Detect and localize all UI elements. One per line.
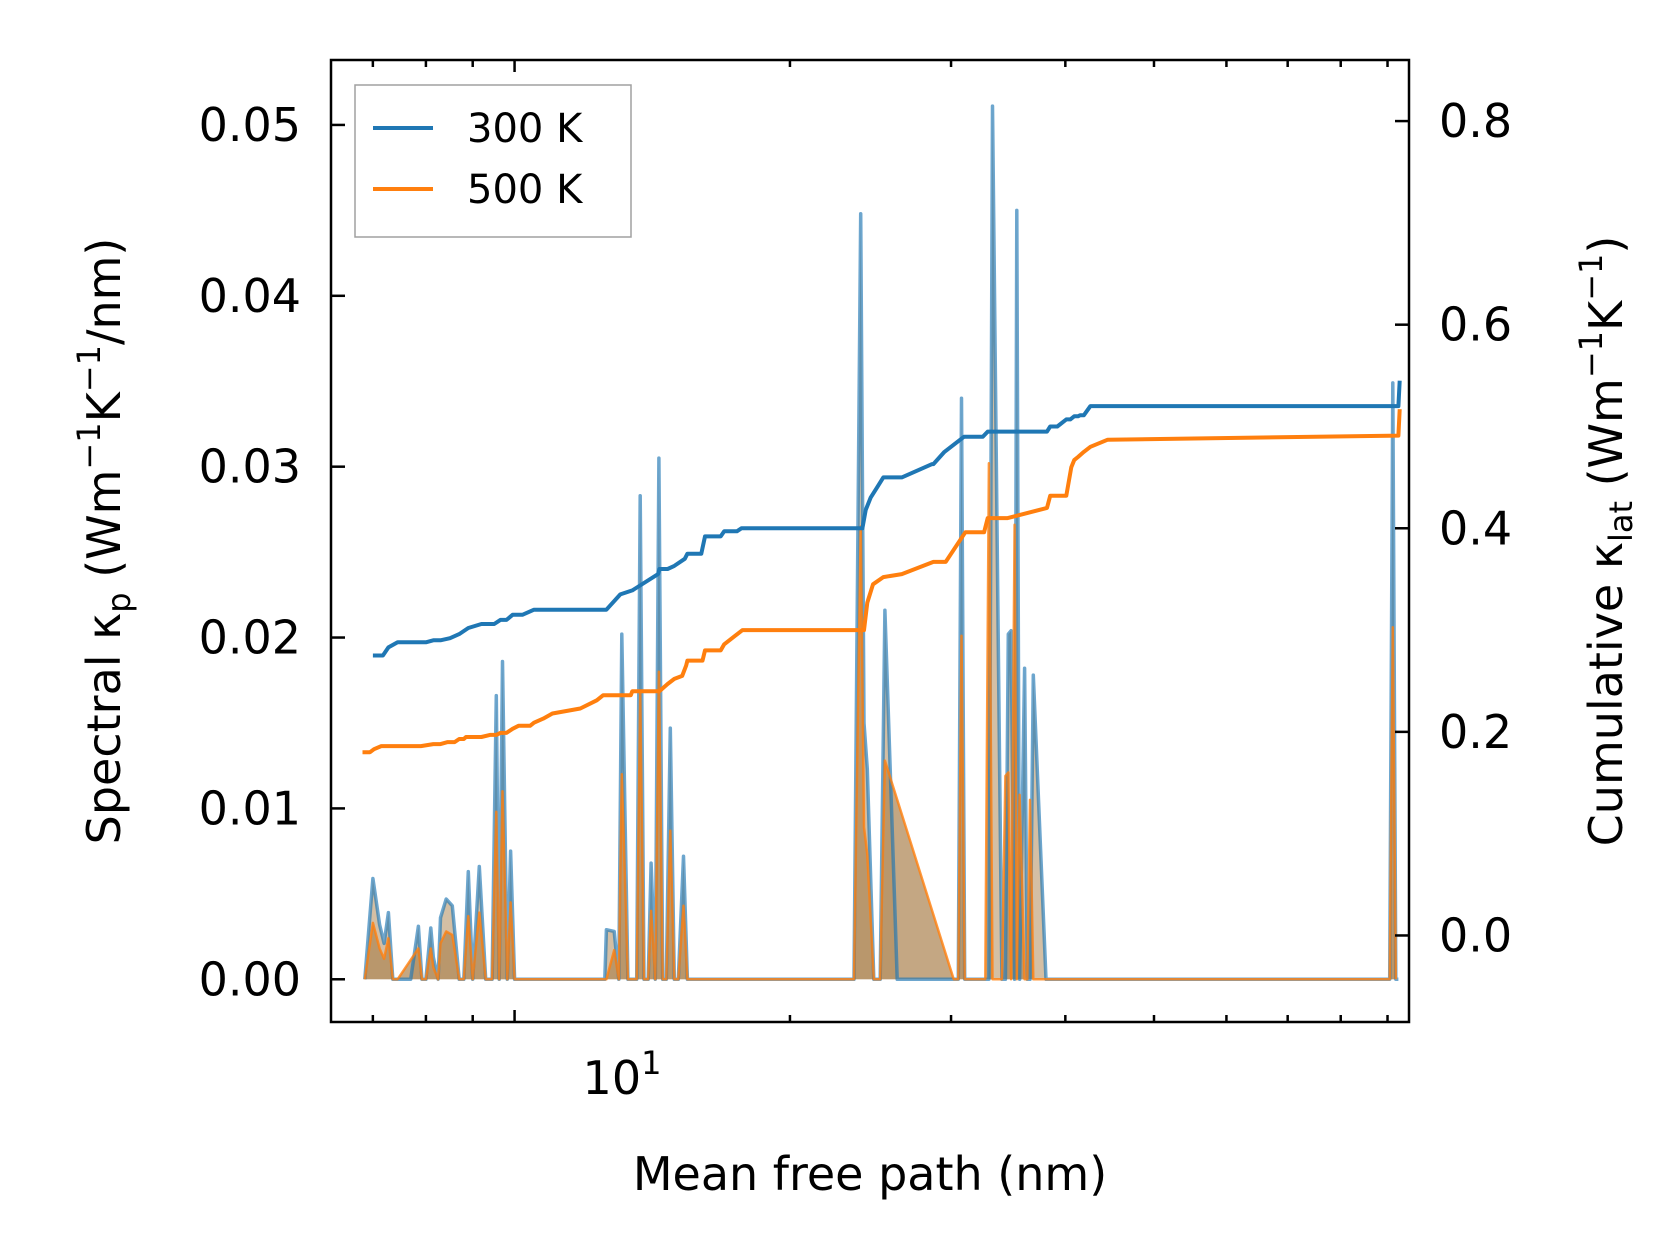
y2-axis-label-sup1: −1 [1572,331,1610,378]
x-tick-label-major: 101 [583,1044,662,1105]
spectral-lines [363,104,1399,982]
cumulative-line-500k [362,409,1402,755]
tick-labels: 0.00 0.01 0.02 0.03 0.04 0.05 0.0 0.2 0.4 0.6 0.8 [199,94,1513,1006]
spectral-line-1 [363,462,1398,981]
y2-axis-label-sub: lat [1602,501,1640,542]
y-axis-label-sup1: −1 [70,422,108,469]
y2-axis-label: Cumulative κlat (Wm−1K−1) [1572,236,1640,847]
y-tick-label: 0.01 [199,781,301,835]
y2-tick-label: 0.2 [1439,705,1512,759]
y-tick-label: 0.02 [199,611,301,665]
y-tick-label: 0.04 [199,269,301,323]
y-tick-label: 0.03 [199,440,301,494]
cumulative-line-300k [372,380,1402,658]
axes-frame [329,58,1411,1024]
y2-axis-label-suffix: ) [1579,236,1633,254]
ticks [331,60,1409,1022]
y-axis-label-k: K [77,390,131,422]
y-tick-label: 0.05 [199,98,301,152]
x-tick-label-exp: 1 [641,1044,661,1082]
y-axis-label-sub: p [100,592,138,612]
x-tick-label-base: 10 [583,1051,642,1105]
plot-area [362,104,1402,982]
legend-label-300k: 300 K [467,106,584,152]
y-axis-label-suffix: /nm) [77,238,131,345]
y-axis-label-sup2: −1 [70,345,108,392]
y2-axis-label-k: K [1579,299,1633,331]
spectral-fill-1 [364,463,1396,980]
y2-axis-label-prefix: Cumulative κ [1579,542,1633,846]
y2-tick-label: 0.4 [1439,501,1512,555]
x-axis-label: Mean free path (nm) [633,1147,1107,1201]
legend-box [354,84,632,238]
y-tick-label: 0.00 [199,952,301,1006]
cumulative-lines [362,380,1402,755]
y-axis-label-mid: (Wm [77,470,131,593]
y-axis-label: Spectral κp (Wm−1K−1/nm) [70,238,138,845]
y2-tick-label: 0.8 [1439,94,1512,148]
legend: 300 K 500 K [354,84,632,238]
y2-axis-label-mid: (Wm [1579,378,1633,501]
y2-axis-label-sup2: −1 [1572,254,1610,301]
y2-tick-label: 0.0 [1439,908,1512,962]
y-axis-label-prefix: Spectral κ [77,613,131,845]
y2-tick-label: 0.6 [1439,298,1512,352]
legend-label-500k: 500 K [467,167,584,213]
